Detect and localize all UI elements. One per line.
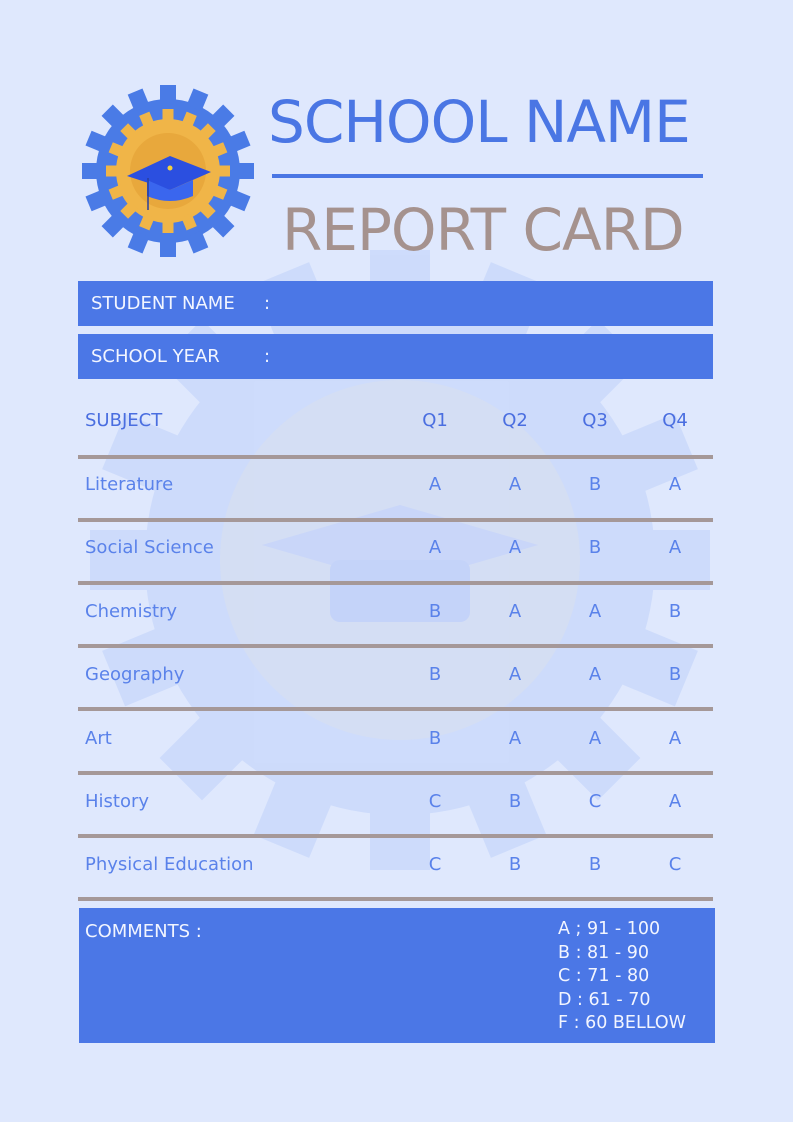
grade-cell: A (588, 727, 602, 749)
subject-cell: Geography (85, 664, 185, 686)
grade-cell: A (668, 791, 682, 812)
grade-cell: A (428, 474, 442, 495)
row-divider (78, 707, 713, 712)
scale-c: C : 71 - 80 (558, 966, 650, 986)
scale-d: D : 61 - 70 (558, 989, 651, 1010)
row-divider (78, 833, 713, 838)
grading-scale: A ; 91 - 100 B : 81 - 90 C : 71 - 80 D :… (558, 918, 686, 1036)
student-name-colon: : (264, 293, 271, 314)
header-q1: Q1 (422, 410, 448, 431)
report-card-title: REPORT CARD (282, 196, 685, 264)
grade-cell: A (588, 664, 602, 686)
grade-cell: A (588, 600, 602, 622)
grade-cell: A (428, 537, 442, 559)
subject-cell: Social Science (85, 537, 214, 559)
grade-cell: B (508, 854, 522, 876)
grade-cell: A (508, 600, 522, 622)
school-year-colon: : (264, 346, 271, 367)
row-divider (78, 770, 713, 775)
grade-cell: A (508, 537, 522, 559)
header-q3: Q3 (582, 410, 608, 431)
grade-cell: C (428, 854, 442, 876)
grade-cell: A (508, 664, 522, 686)
comments-label: COMMENTS : (85, 921, 202, 942)
scale-f: F : 60 BELLOW (558, 1013, 686, 1033)
row-divider (78, 581, 713, 586)
grade-cell: B (428, 727, 442, 749)
grade-cell: B (668, 664, 682, 686)
grade-cell: B (588, 537, 602, 559)
header-subject: SUBJECT (85, 410, 163, 431)
grade-cell: B (668, 600, 682, 622)
title-divider (272, 174, 703, 178)
grade-cell: B (508, 791, 522, 812)
subject-cell: Physical Education (85, 854, 254, 876)
grade-cell: A (668, 474, 682, 495)
logo-gear-graduation-cap-icon (82, 85, 254, 257)
student-name-field[interactable]: STUDENT NAME : (78, 281, 713, 326)
grade-cell: B (588, 854, 602, 876)
comments-box: COMMENTS : A ; 91 - 100 B : 81 - 90 C : … (79, 908, 715, 1043)
grade-cell: B (588, 474, 602, 495)
grade-cell: A (668, 537, 682, 559)
row-divider (78, 896, 713, 901)
student-name-label: STUDENT NAME (91, 293, 235, 314)
grade-cell: A (508, 474, 522, 495)
row-divider (78, 518, 713, 523)
subject-cell: Art (85, 727, 112, 749)
subject-cell: Chemistry (85, 600, 178, 622)
row-divider (78, 455, 713, 459)
scale-b: B : 81 - 90 (558, 942, 650, 963)
school-year-field[interactable]: SCHOOL YEAR : (78, 334, 713, 379)
row-divider (78, 644, 713, 649)
header-q2: Q2 (502, 410, 528, 431)
grade-cell: B (428, 600, 442, 622)
grade-cell: C (668, 854, 682, 876)
grade-cell: B (428, 664, 442, 686)
subject-cell: History (85, 791, 150, 812)
grade-cell: A (668, 727, 682, 749)
school-name: SCHOOL NAME (268, 88, 691, 156)
school-year-label: SCHOOL YEAR (91, 346, 220, 367)
header-q4: Q4 (662, 410, 688, 431)
scale-a: A ; 91 - 100 (558, 919, 661, 939)
subject-cell: Literature (85, 474, 174, 495)
grade-cell: C (588, 791, 602, 812)
grade-cell: C (428, 791, 442, 812)
grade-cell: A (508, 727, 522, 749)
